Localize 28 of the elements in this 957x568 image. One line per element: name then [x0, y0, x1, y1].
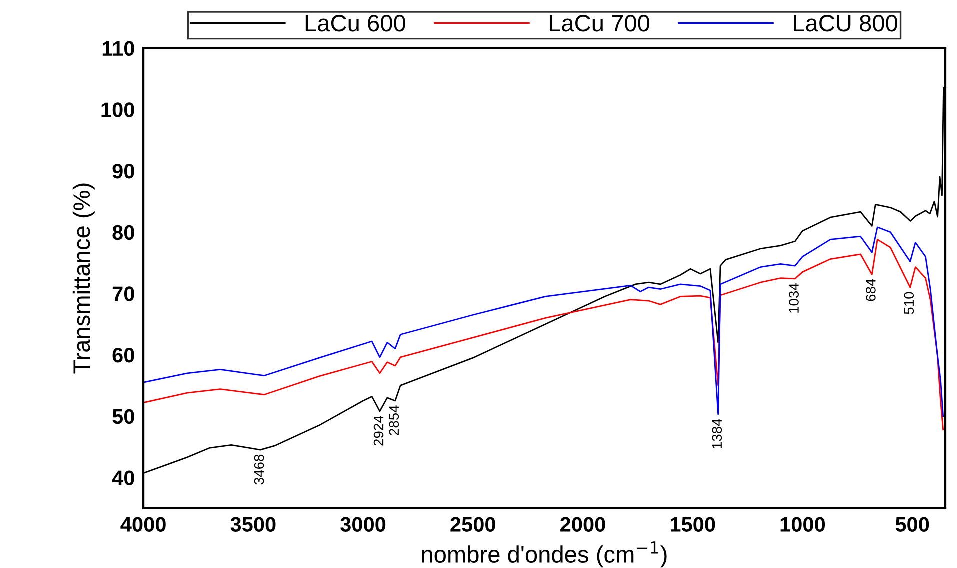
x-tick-label: 4000 — [120, 517, 166, 532]
legend-label: LaCu 600 — [306, 15, 406, 32]
x-tick-label: 3000 — [340, 517, 386, 532]
y-tick-label: 70 — [112, 286, 134, 302]
y-tick-label: 40 — [112, 470, 134, 486]
x-tick-label: 3500 — [230, 517, 276, 532]
legend-label: LaCU 800 — [794, 15, 898, 32]
x-tick-label: 2500 — [450, 517, 496, 532]
y-tick-label: 60 — [112, 348, 134, 363]
legend-label: LaCu 700 — [550, 15, 650, 32]
annotation: 3468 — [254, 454, 264, 485]
y-tick-label: 110 — [102, 41, 134, 56]
y-axis-title: Transmittance (%) — [72, 184, 95, 374]
y-tick-label: 100 — [102, 102, 134, 118]
annotation: 1034 — [789, 284, 799, 313]
y-tick-label: 50 — [112, 409, 134, 424]
x-tick-label: 2000 — [560, 517, 606, 532]
annotation: 2854 — [389, 406, 400, 436]
annotation: 510 — [904, 292, 914, 314]
annotation: 684 — [866, 279, 876, 302]
y-tick-label: 80 — [112, 225, 134, 240]
annotation: 2924 — [374, 416, 384, 446]
x-tick-label: 1000 — [780, 517, 826, 532]
x-axis-title: nombre d'ondes (cm$^{−1}$) — [422, 542, 667, 568]
y-tick-label: 90 — [112, 164, 134, 179]
annotation: 1384 — [712, 419, 722, 449]
x-tick-label: 500 — [896, 517, 930, 532]
x-tick-label: 1500 — [670, 517, 716, 532]
